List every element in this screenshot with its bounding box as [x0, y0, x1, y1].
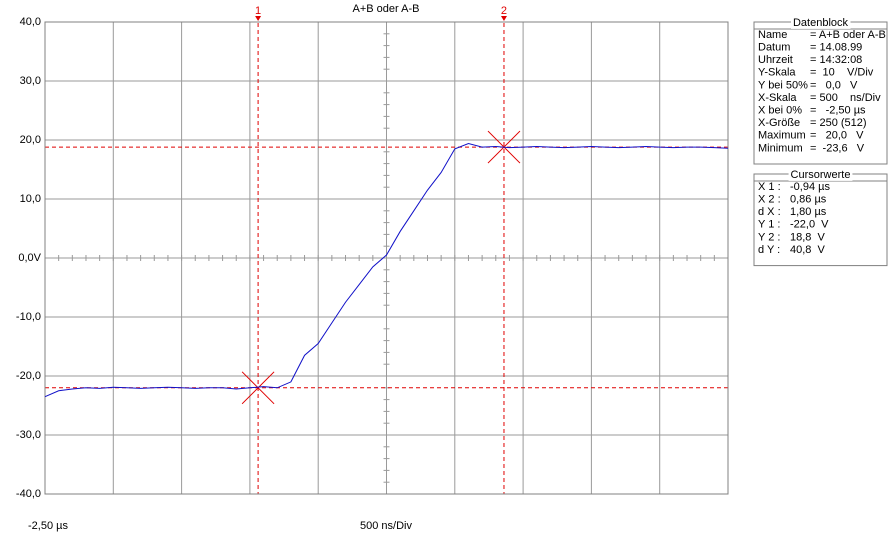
panel-row-value: = A+B oder A-B [810, 29, 886, 41]
panel-row-label: X bei 0% [758, 105, 802, 117]
panel-title: Datenblock [793, 17, 849, 29]
panel-row-label: Y bei 50% [758, 79, 808, 91]
panel-row-value: = 500 ns/Div [810, 92, 881, 104]
panel-row-value: = 10 V/Div [810, 67, 874, 79]
panel-row-value: 1,80 µs [790, 206, 827, 218]
panel-frame [753, 173, 888, 267]
plot-frame [44, 21, 729, 495]
y-tick-label: -40,0 [16, 488, 41, 500]
chart-title: A+B oder A-B [353, 3, 420, 15]
panel-row-label: Name [758, 29, 787, 41]
panel-row-label: d Y : [758, 244, 780, 256]
signal-line [44, 143, 729, 398]
panel-row-value: = 20,0 V [810, 130, 864, 142]
y-tick-label: 30,0 [20, 75, 41, 87]
cursor-arrow [255, 16, 262, 21]
panel-row-label: X-Skala [758, 92, 797, 104]
panel-row-value: 18,8 V [790, 231, 826, 243]
panel-row-label: X-Größe [758, 117, 800, 129]
cursor-arrow [500, 16, 507, 21]
panel-row-value: = 14.08.99 [810, 42, 862, 54]
cursor-label: 2 [501, 5, 507, 17]
y-tick-label: -30,0 [16, 429, 41, 441]
panel-row-label: Maximum [758, 130, 806, 142]
y-tick-label: -10,0 [16, 311, 41, 323]
panel-frame [753, 21, 888, 165]
panel-row-value: = -2,50 µs [810, 105, 866, 117]
y-tick-label: 10,0 [20, 193, 41, 205]
panel-title-bg [790, 16, 851, 29]
y-tick-label: 40,0 [20, 16, 41, 28]
panel-row-value: = 14:32:08 [810, 54, 862, 66]
panel-row-label: Y-Skala [758, 67, 796, 79]
x-start-label: -2,50 µs [28, 520, 68, 532]
cursor-label: 1 [255, 5, 261, 17]
panel-row-label: X 2 : [758, 194, 781, 206]
panel-row-label: X 1 : [758, 181, 781, 193]
panel-row-value: 40,8 V [790, 244, 826, 256]
y-tick-label: 20,0 [20, 134, 41, 146]
panel-row-label: Y 2 : [758, 231, 780, 243]
panel-row-label: d X : [758, 206, 781, 218]
panel-row-value: 0,86 µs [790, 194, 827, 206]
panel-row-value: -22,0 V [790, 219, 829, 231]
panel-row-label: Minimum [758, 142, 803, 154]
panel-row-value: = -23,6 V [810, 142, 865, 154]
cursor-cross [241, 371, 275, 405]
panel-row-label: Uhrzeit [758, 54, 793, 66]
x-axis-label: 500 ns/Div [360, 520, 412, 532]
panel-title: Cursorwerte [791, 169, 851, 181]
panel-row-label: Datum [758, 42, 790, 54]
panel-row-value: = 250 (512) [810, 117, 867, 129]
panel-row-value: = 0,0 V [810, 79, 858, 91]
panel-row-value: -0,94 µs [790, 181, 830, 193]
y-tick-label: -20,0 [16, 370, 41, 382]
y-tick-label: 0,0V [18, 252, 41, 264]
panel-title-bg [788, 168, 853, 181]
panel-row-label: Y 1 : [758, 219, 780, 231]
